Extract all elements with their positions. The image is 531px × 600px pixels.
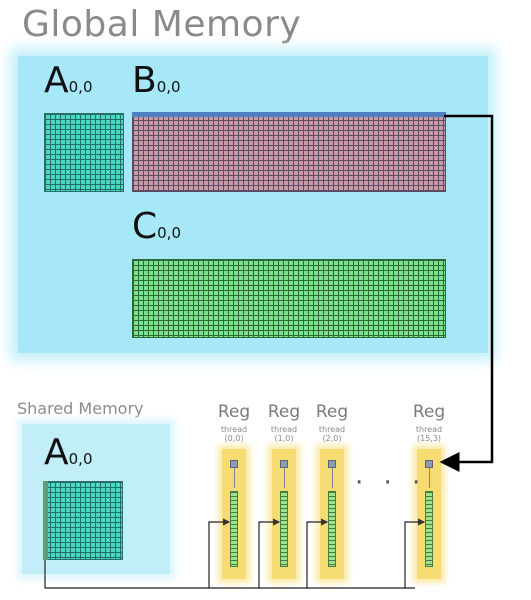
thread-word: thread [270, 425, 298, 434]
matrix-a-label: A0,0 [44, 60, 93, 101]
shared-a-letter: A [44, 432, 69, 473]
shared-memory-label: Shared Memory [17, 399, 144, 418]
bus-branch-0 [208, 518, 231, 588]
matrix-a-tile [44, 113, 124, 192]
register-link [284, 468, 285, 488]
register-b-element [280, 460, 288, 468]
bus-branch-3 [404, 518, 426, 588]
matrix-b-label: B0,0 [132, 60, 181, 101]
matrix-b-row-highlight [132, 112, 446, 117]
register-b-element [425, 460, 433, 468]
register-link [332, 468, 333, 488]
ellipsis: · · · [355, 468, 427, 498]
shared-a-bus [44, 560, 415, 589]
register-link [234, 468, 235, 488]
register-label: Reg [315, 402, 349, 422]
shared-matrix-a-tile [44, 481, 123, 560]
register-c-strip [280, 491, 288, 567]
matrix-c-letter: C [132, 206, 158, 247]
global-memory-title: Global Memory [22, 4, 302, 45]
thread-id: (0,0) [224, 434, 244, 443]
matrix-a-subscript: 0,0 [68, 78, 93, 96]
shared-a-column-highlight [43, 481, 48, 560]
register-c-strip [425, 491, 433, 567]
thread-id: (15,3) [416, 434, 442, 443]
matrix-b-subscript: 0,0 [156, 78, 181, 96]
register-label: Reg [267, 402, 301, 422]
thread-word: thread [220, 425, 248, 434]
register-b-element [328, 460, 336, 468]
register-c-strip [230, 491, 238, 567]
thread-word: thread [415, 425, 443, 434]
thread-id: (2,0) [322, 434, 342, 443]
shared-a-label: A0,0 [44, 432, 93, 473]
matrix-c-tile [132, 259, 446, 338]
matrix-c-label: C0,0 [132, 206, 181, 247]
register-label: Reg [217, 402, 251, 422]
shared-a-subscript: 0,0 [68, 450, 93, 468]
thread-id: (1,0) [274, 434, 294, 443]
matrix-a-letter: A [44, 60, 69, 101]
matrix-b-letter: B [132, 60, 157, 101]
matrix-c-subscript: 0,0 [157, 224, 181, 242]
register-c-strip [328, 491, 336, 567]
b-to-register-arrow [439, 114, 494, 472]
bus-branch-1 [258, 518, 281, 588]
matrix-b-tile [132, 114, 446, 192]
register-link [429, 468, 430, 488]
register-b-element [230, 460, 238, 468]
bus-branch-2 [306, 518, 329, 588]
register-label: Reg [412, 402, 446, 422]
thread-word: thread [318, 425, 346, 434]
